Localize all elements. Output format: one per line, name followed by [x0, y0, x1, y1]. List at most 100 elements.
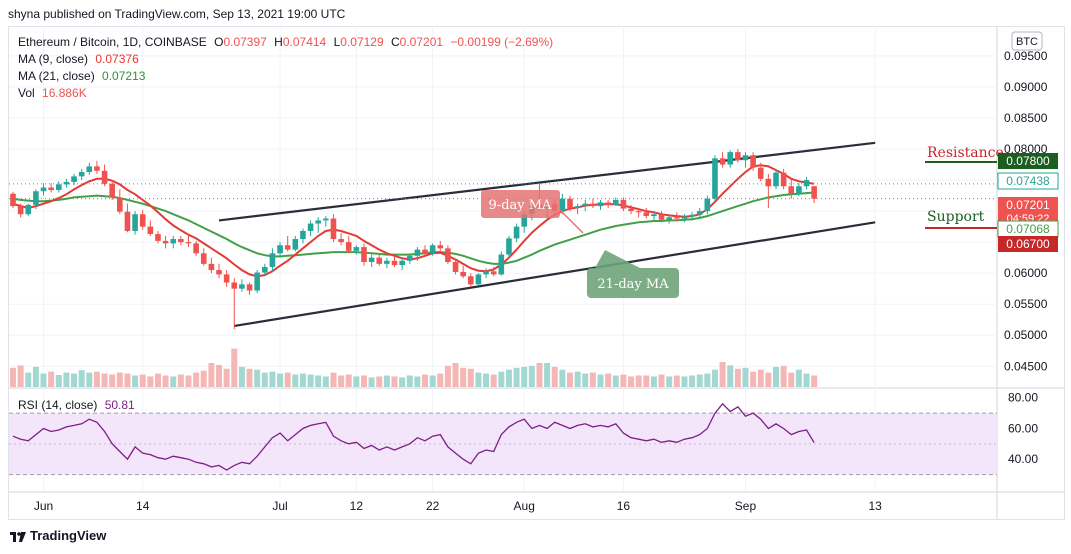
- candle-body: [94, 166, 100, 171]
- volume-bar: [681, 376, 688, 387]
- volume-bar: [170, 376, 177, 387]
- volume-bar: [429, 375, 436, 387]
- legend-row-ma21[interactable]: MA (21, close) 0.07213: [18, 68, 149, 85]
- candle-body: [429, 245, 436, 254]
- candle-body: [292, 239, 299, 250]
- volume-bar: [467, 368, 474, 387]
- legend-high: 0.07414: [282, 35, 327, 49]
- ma9-tag-box: [481, 190, 560, 218]
- candle-body: [574, 206, 581, 208]
- ma9-tag-pointer: [559, 209, 584, 234]
- candle-body: [170, 239, 177, 244]
- candle-body: [246, 284, 253, 291]
- volume-bar: [559, 369, 566, 387]
- volume-bar: [414, 376, 421, 387]
- footer-brand[interactable]: TradingView: [10, 528, 106, 543]
- candle-body: [25, 204, 32, 215]
- volume-bar: [269, 371, 276, 387]
- volume-bar: [124, 373, 131, 387]
- legend-l-label: L: [333, 35, 341, 49]
- legend-row-ma9[interactable]: MA (9, close) 0.07376: [18, 51, 143, 68]
- volume-bar: [17, 365, 24, 387]
- volume-bar: [116, 372, 123, 387]
- volume-bar: [315, 375, 322, 387]
- volume-bar: [208, 363, 215, 387]
- candle-body: [674, 217, 680, 219]
- chart-frame[interactable]: [8, 26, 1065, 520]
- candle-body: [742, 155, 749, 161]
- publisher-line: shyna published on TradingView.com, Sep …: [8, 7, 346, 21]
- volume-bar: [360, 375, 367, 387]
- price-label-text: 0.06700: [1006, 237, 1050, 251]
- volume-bar: [727, 365, 734, 387]
- legend-o-label: O: [214, 35, 224, 49]
- volume-bar: [460, 367, 467, 387]
- volume-bar: [704, 373, 711, 387]
- volume-bar: [399, 377, 406, 387]
- candle-body: [315, 220, 321, 224]
- candle-body: [300, 230, 306, 240]
- candle-body: [681, 216, 688, 219]
- price-tick-label: 0.08500: [1004, 111, 1048, 125]
- candle-body: [475, 274, 482, 285]
- candle-body: [796, 186, 802, 194]
- volume-bar: [490, 374, 497, 387]
- candle-body: [757, 167, 764, 179]
- candle-body: [323, 218, 329, 221]
- volume-bar: [40, 373, 47, 387]
- candle-body: [162, 240, 169, 244]
- legend-row-rsi[interactable]: RSI (14, close) 50.81: [18, 397, 139, 414]
- candle-body: [185, 242, 192, 244]
- rsi-line: [12, 402, 815, 471]
- volume-bar: [322, 376, 329, 387]
- candle-body: [651, 214, 657, 217]
- volume-bar: [788, 372, 795, 387]
- support-label: Support: [927, 209, 985, 225]
- price-label-text: 0.07201: [1006, 198, 1050, 212]
- time-tick-label: 12: [350, 499, 364, 513]
- volume-bar: [643, 375, 650, 387]
- volume-bar: [605, 373, 612, 387]
- volume-bar: [422, 374, 429, 387]
- candle-body: [559, 198, 566, 212]
- volume-bar: [803, 373, 810, 387]
- volume-bar: [185, 375, 192, 387]
- time-tick-label: Jun: [34, 499, 53, 513]
- candle-body: [437, 245, 444, 249]
- candle-body: [361, 247, 367, 262]
- volume-bar: [284, 372, 291, 387]
- candle-body: [582, 203, 589, 207]
- price-label-box: [997, 172, 1059, 190]
- volume-bar: [55, 375, 62, 387]
- candle-body: [605, 202, 611, 205]
- volume-bar: [261, 372, 268, 387]
- candle-body: [384, 260, 390, 264]
- candle-body: [223, 274, 230, 283]
- volume-bar: [93, 371, 100, 387]
- volume-bar: [589, 372, 596, 387]
- volume-bar: [666, 376, 673, 387]
- volume-bar: [307, 374, 314, 387]
- candle-body: [63, 181, 70, 185]
- volume-bar: [330, 372, 337, 387]
- candle-body: [86, 166, 93, 172]
- volume-bar: [338, 375, 345, 387]
- volume-bar: [147, 376, 154, 387]
- legend-row-volume[interactable]: Vol 16.886K: [18, 85, 91, 102]
- price-tick-label: 0.09500: [1004, 49, 1048, 63]
- legend-symbol[interactable]: Ethereum / Bitcoin, 1D, COINBASE: [18, 35, 207, 49]
- candle-body: [40, 187, 47, 192]
- candle-body: [178, 239, 184, 243]
- ma21-tag-pointer: [595, 250, 640, 268]
- candle-body: [231, 282, 238, 289]
- candle-body: [506, 238, 512, 255]
- volume-bar: [32, 366, 39, 387]
- candle-body: [139, 214, 146, 227]
- candle-body: [422, 249, 428, 254]
- candle-body: [239, 284, 245, 289]
- channel-upper-line: [218, 141, 876, 222]
- volume-bar: [345, 374, 352, 387]
- price-tick-label: 0.05000: [1004, 328, 1048, 342]
- volume-bar: [391, 376, 398, 387]
